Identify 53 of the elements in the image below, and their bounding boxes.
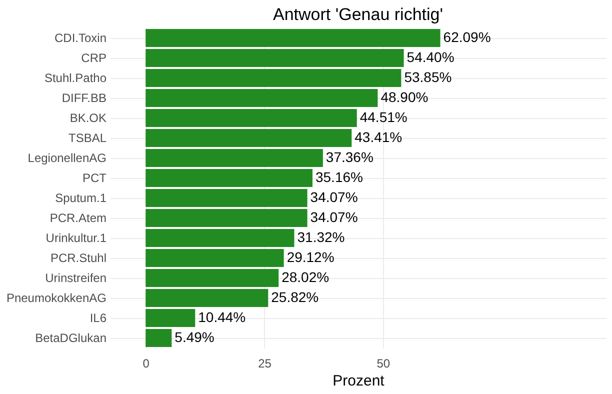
bar bbox=[146, 269, 279, 287]
bar bbox=[146, 169, 312, 187]
bar bbox=[146, 29, 440, 47]
data-label: 53.85% bbox=[404, 69, 452, 85]
data-label: 35.16% bbox=[315, 169, 363, 185]
data-label: 29.12% bbox=[286, 249, 334, 265]
data-label: 34.07% bbox=[310, 189, 358, 205]
data-label: 25.82% bbox=[271, 289, 319, 305]
x-axis-title: Prozent bbox=[332, 372, 386, 390]
y-tick-label: Urinstreifen bbox=[45, 271, 106, 285]
y-tick-label: CRP bbox=[81, 51, 106, 65]
x-tick-label: 50 bbox=[376, 356, 390, 370]
data-label: 48.90% bbox=[380, 89, 428, 105]
x-tick-label: 25 bbox=[258, 356, 272, 370]
y-tick-label: Urinkultur.1 bbox=[46, 231, 107, 245]
bar bbox=[146, 89, 378, 107]
bar bbox=[146, 249, 284, 267]
data-label: 43.41% bbox=[354, 129, 402, 145]
bar bbox=[146, 109, 357, 127]
y-tick-label: BetaDGlukan bbox=[35, 331, 106, 345]
bar bbox=[146, 329, 172, 347]
y-tick-label: Sputum.1 bbox=[55, 191, 107, 205]
data-label: 10.44% bbox=[198, 309, 246, 325]
y-tick-label: Stuhl.Patho bbox=[44, 71, 107, 85]
data-label: 44.51% bbox=[360, 109, 408, 125]
data-label: 37.36% bbox=[326, 149, 374, 165]
bar bbox=[146, 129, 352, 147]
y-tick-label: DIFF.BB bbox=[62, 91, 106, 105]
y-tick-label: TSBAL bbox=[68, 131, 107, 145]
y-tick-label: BK.OK bbox=[70, 111, 106, 125]
bar bbox=[146, 209, 308, 227]
data-label: 31.32% bbox=[297, 229, 345, 245]
data-label: 62.09% bbox=[443, 29, 491, 45]
bar bbox=[146, 69, 402, 87]
bar bbox=[146, 289, 268, 307]
bar bbox=[146, 309, 196, 327]
bar bbox=[146, 149, 323, 167]
data-label: 5.49% bbox=[174, 329, 214, 345]
bar bbox=[146, 49, 404, 67]
y-tick-label: PCR.Atem bbox=[50, 211, 106, 225]
chart-title: Antwort 'Genau richtig' bbox=[273, 5, 443, 24]
x-tick-label: 0 bbox=[142, 356, 150, 370]
bar bbox=[146, 189, 308, 207]
y-tick-label: IL6 bbox=[90, 311, 107, 325]
y-tick-label: PCR.Stuhl bbox=[50, 251, 106, 265]
y-tick-label: PCT bbox=[82, 171, 108, 185]
y-tick-label: PneumokokkenAG bbox=[6, 291, 106, 305]
data-label: 54.40% bbox=[406, 49, 454, 65]
y-tick-label: CDI.Toxin bbox=[54, 31, 106, 45]
data-label: 28.02% bbox=[282, 269, 330, 285]
data-label: 34.07% bbox=[310, 209, 358, 225]
y-tick-label: LegionellenAG bbox=[28, 151, 106, 165]
bar bbox=[146, 229, 294, 247]
